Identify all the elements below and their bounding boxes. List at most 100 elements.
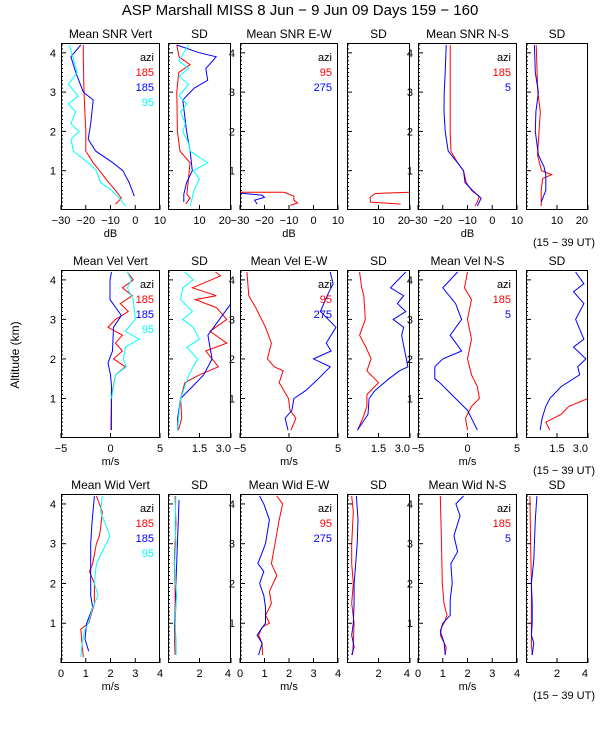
legend-entry: 185 xyxy=(136,518,154,530)
x-tick-label: 4 xyxy=(404,668,410,680)
legend-entry: 185 xyxy=(136,67,154,79)
x-axis-label: dB xyxy=(104,228,117,240)
panel-1-6: SD 10 20 (15 − 39 UT) xyxy=(526,27,595,249)
x-tick-label: −30 xyxy=(409,215,428,227)
y-tick-label: 3 xyxy=(407,314,413,326)
x-tick-label: 0 xyxy=(237,668,243,680)
x-tick-label: 5 xyxy=(157,443,163,455)
panel-title: Mean SNR E-W xyxy=(246,27,332,41)
legend-entry: 95 xyxy=(142,324,154,336)
x-tick-label: 0 xyxy=(310,215,316,227)
x-tick-label: 20 xyxy=(219,215,231,227)
panel-title: SD xyxy=(370,478,387,492)
x-tick-label: −30 xyxy=(231,215,250,227)
x-axis-label: dB xyxy=(282,228,295,240)
x-tick-label: 2 xyxy=(554,668,560,680)
series-line-95 xyxy=(67,44,126,207)
legend-title: azi xyxy=(318,279,332,291)
x-tick-label: 0 xyxy=(415,668,421,680)
x-tick-label: 2 xyxy=(375,668,381,680)
panel-title: SD xyxy=(191,254,208,268)
plot-frame xyxy=(347,43,410,210)
legend-title: azi xyxy=(497,279,511,291)
panel-2-6: SD 1.5 3.0 (15 − 39 UT) xyxy=(526,254,595,477)
y-tick-label: 4 xyxy=(407,48,413,60)
x-tick-label: −5 xyxy=(234,443,247,455)
x-tick-label: 1.5 xyxy=(192,443,207,455)
x-tick-label: 2 xyxy=(107,668,113,680)
panel-title: SD xyxy=(549,27,566,41)
series-line-5 xyxy=(439,495,464,656)
y-tick-label: 2 xyxy=(50,578,56,590)
y-tick-label: 2 xyxy=(50,354,56,366)
legend-title: azi xyxy=(497,52,511,64)
legend-entry: 95 xyxy=(320,294,332,306)
time-range-note: (15 − 39 UT) xyxy=(533,690,595,702)
x-tick-label: 4 xyxy=(514,668,520,680)
y-tick-label: 2 xyxy=(229,578,235,590)
series-line-sd-0 xyxy=(176,44,191,205)
x-tick-label: 0 xyxy=(132,215,138,227)
panel-1-4: SD 10 20 xyxy=(347,27,411,227)
x-tick-label: 20 xyxy=(398,215,410,227)
y-tick-label: 2 xyxy=(229,126,235,138)
legend-entry: 95 xyxy=(142,548,154,560)
panel-title: Mean Vel Vert xyxy=(73,254,148,268)
legend-title: azi xyxy=(140,52,154,64)
series-line-sd-0 xyxy=(178,271,228,431)
x-tick-label: 10 xyxy=(511,215,523,227)
panel-title: SD xyxy=(370,27,387,41)
legend-entry: 275 xyxy=(314,533,332,545)
x-axis-label: m/s xyxy=(102,681,120,693)
x-tick-label: 1.5 xyxy=(549,443,564,455)
time-range-note: (15 − 39 UT) xyxy=(533,237,595,249)
panel-title: SD xyxy=(191,27,208,41)
x-tick-label: 20 xyxy=(576,215,588,227)
y-tick-label: 2 xyxy=(229,354,235,366)
x-axis-label: m/s xyxy=(459,681,477,693)
y-tick-label: 2 xyxy=(50,126,56,138)
x-tick-label: 4 xyxy=(225,668,231,680)
legend-entry: 275 xyxy=(314,309,332,321)
y-tick-label: 2 xyxy=(407,354,413,366)
legend-entry: 185 xyxy=(493,67,511,79)
panel-3-3: Mean Wid E-W 1 2 3 4 0 1 2 3 4 m/s azi 95 275 xyxy=(229,478,341,693)
x-tick-label: 10 xyxy=(372,215,384,227)
series-line-185 xyxy=(84,495,95,652)
panel-3-6: SD 2 4 (15 − 39 UT) xyxy=(526,478,595,702)
y-tick-label: 4 xyxy=(229,499,235,511)
y-tick-label: 1 xyxy=(50,393,56,405)
panel-1-5: Mean SNR N-S 1 2 3 4 −30 −20 −10 0 10 dB azi 185 5 xyxy=(407,27,523,240)
legend-entry: 185 xyxy=(136,309,154,321)
y-tick-label: 4 xyxy=(50,275,56,287)
panel-3-1: Mean Wid Vert 1 2 3 4 0 1 2 3 4 m/s azi 185 185 95 xyxy=(50,478,163,693)
series-line-sd-1 xyxy=(351,495,359,656)
x-tick-label: 3.0 xyxy=(216,443,231,455)
panel-1-3: Mean SNR E-W 1 2 3 4 −30 −20 −10 0 10 dB azi 95 275 xyxy=(229,27,344,240)
panel-2-4: SD 1.5 3.0 xyxy=(347,254,411,455)
panel-title: SD xyxy=(549,478,566,492)
panel-title: Mean Vel N-S xyxy=(430,254,504,268)
y-tick-label: 4 xyxy=(229,275,235,287)
x-tick-label: 10 xyxy=(551,215,563,227)
y-tick-label: 2 xyxy=(407,578,413,590)
x-tick-label: 3.0 xyxy=(573,443,588,455)
x-tick-label: 3 xyxy=(310,668,316,680)
y-tick-label: 4 xyxy=(50,48,56,60)
panel-3-4: SD 2 4 xyxy=(347,478,411,680)
time-range-note: (15 − 39 UT) xyxy=(533,465,595,477)
series-line-275 xyxy=(284,271,337,431)
series-line-sd-1 xyxy=(533,44,547,203)
x-tick-label: 1 xyxy=(440,668,446,680)
y-tick-label: 3 xyxy=(407,539,413,551)
x-tick-label: 4 xyxy=(335,668,341,680)
y-tick-label: 4 xyxy=(50,499,56,511)
series-line-sd-1 xyxy=(357,271,409,431)
series-line-185 xyxy=(107,271,123,431)
y-tick-label: 1 xyxy=(50,618,56,630)
x-tick-label: −20 xyxy=(76,215,95,227)
